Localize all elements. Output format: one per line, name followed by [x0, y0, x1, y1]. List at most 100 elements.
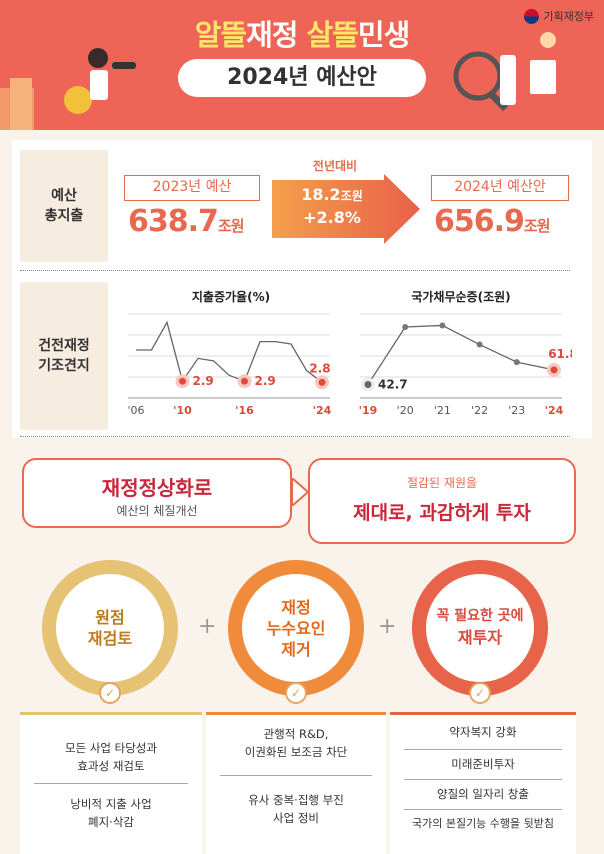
item-separator [220, 775, 372, 776]
highlight-point [241, 377, 248, 385]
series-line [136, 320, 323, 383]
data-label: 2.9 [255, 374, 276, 388]
plus-icon: + [198, 614, 217, 639]
ministry-brand: 기획재정부 [524, 8, 594, 24]
prev-year-value: 638.7조원 [128, 204, 245, 239]
data-label: 2.8 [309, 361, 330, 375]
tick-label: '24 [313, 404, 332, 417]
spending-growth-chart: '06 '10 '16 '24 2.9 2.9 2.8 [127, 313, 332, 417]
item-line: 이권화된 보조금 차단 [244, 745, 348, 759]
item-line: 사업 정비 [273, 811, 319, 825]
normalization-title: 재정정상화로 [101, 476, 213, 500]
header-banner: 기획재정부 알뜰재정 살뜰민생 2024년 예산안 [0, 0, 604, 130]
reinvest-title: 제대로, 과감하게 투자 [353, 502, 531, 524]
list-item: 양질의 일자리 창출 [437, 787, 529, 801]
debt-increase-chart: '19 '20 '21 '22 '23 '24 42.7 61.8 [359, 313, 572, 417]
data-point [402, 323, 409, 330]
normalization-subtitle: 예산의 체질개선 [116, 504, 198, 518]
ministry-logo-icon [524, 8, 540, 24]
data-label: 42.7 [378, 377, 408, 391]
item-separator [34, 783, 188, 784]
check-icon: ✓ [285, 682, 307, 704]
circle-leak-line1: 재정 [281, 597, 311, 617]
divider-1 [20, 270, 570, 271]
plus-icon: + [378, 614, 397, 639]
title-part-2: 재정 [246, 18, 307, 52]
list-item: 국가의 본질기능 수행을 뒷받침 [411, 817, 555, 830]
arrow-title: 전년대비 [312, 159, 358, 173]
budget-label-line2: 총지출 [44, 208, 84, 224]
title-part-1: 알뜰 [194, 18, 247, 52]
divider-2 [20, 436, 570, 437]
main-title: 알뜰재정 살뜰민생 [0, 12, 604, 54]
change-percent: +2.8% [303, 208, 361, 227]
highlight-point [179, 377, 186, 385]
data-point [439, 322, 446, 329]
item-separator [404, 779, 562, 780]
circle-leak-line3: 제거 [281, 639, 311, 659]
circle-leak-line2: 누수요인 [266, 618, 326, 638]
normalization-bubble: 재정정상화로 예산의 체질개선 [22, 458, 292, 528]
item-line: 낭비적 지출 사업 [70, 797, 152, 811]
subtitle-pill: 2024년 예산안 [178, 59, 426, 97]
ministry-name: 기획재정부 [543, 10, 594, 23]
reinvest-bubble: 절감된 재원을 제대로, 과감하게 투자 [308, 458, 576, 544]
tick-label: '22 [471, 404, 488, 417]
data-point [476, 341, 483, 348]
reinvest-subtitle: 절감된 재원을 [406, 476, 478, 490]
prev-year-label: 2023년 예산 [124, 175, 260, 201]
list-item: 관행적 R&D, 이권화된 보조금 차단 [206, 725, 386, 761]
fiscal-label-line2: 기조견지 [38, 358, 90, 374]
circle-reinvest-line2: 재투자 [457, 628, 503, 647]
series-line [367, 324, 555, 385]
chart2-title: 국가채무순증(조원) [411, 290, 511, 304]
tick-label: '20 [397, 404, 414, 417]
change-summary: 18.2조원 +2.8% [280, 184, 384, 229]
data-point [513, 359, 520, 366]
item-line: 관행적 R&D, [263, 727, 329, 741]
circle-reinvest-line1: 꼭 필요한 곳에 [436, 608, 524, 624]
title-part-4: 민생 [357, 18, 410, 52]
header-decoration [0, 32, 556, 130]
chart1-title: 지출증가율(%) [191, 290, 271, 304]
highlight-point [364, 380, 372, 388]
budget-label-line1: 예산 [51, 188, 77, 204]
data-label: 61.8 [548, 347, 572, 361]
fiscal-label-line1: 건전재정 [38, 338, 90, 354]
tick-label: '23 [508, 404, 525, 417]
change-unit: 조원 [340, 189, 363, 203]
tick-label: '16 [235, 404, 254, 417]
title-part-3: 살뜰 [306, 18, 359, 52]
next-year-label: 2024년 예산안 [431, 175, 569, 201]
item-line: 모든 사업 타당성과 [65, 741, 157, 755]
item-separator [404, 809, 562, 810]
tick-label: '21 [434, 404, 451, 417]
item-separator [404, 749, 562, 750]
next-year-value: 656.9조원 [434, 204, 551, 239]
item-line: 폐지·삭감 [88, 815, 134, 829]
arrow-icon [272, 174, 420, 244]
tick-label: '10 [173, 404, 192, 417]
list-item: 약자복지 강화 [449, 725, 517, 739]
item-line: 효과성 재검토 [77, 759, 145, 773]
change-value: 18.2 [301, 185, 341, 204]
circle-leak: 재정 누수요인 제거 [228, 560, 364, 696]
list-item: 미래준비투자 [451, 757, 515, 771]
circle-review-line2: 재검토 [87, 629, 133, 648]
next-value-number: 656.9 [434, 204, 525, 239]
item-line: 유사 중복·집행 부진 [248, 793, 344, 807]
next-value-unit: 조원 [523, 217, 551, 235]
circle-review-line1: 원점 [95, 608, 125, 627]
tick-label: '06 [127, 404, 144, 417]
bubble-connector [291, 478, 310, 506]
highlight-point [318, 378, 326, 386]
